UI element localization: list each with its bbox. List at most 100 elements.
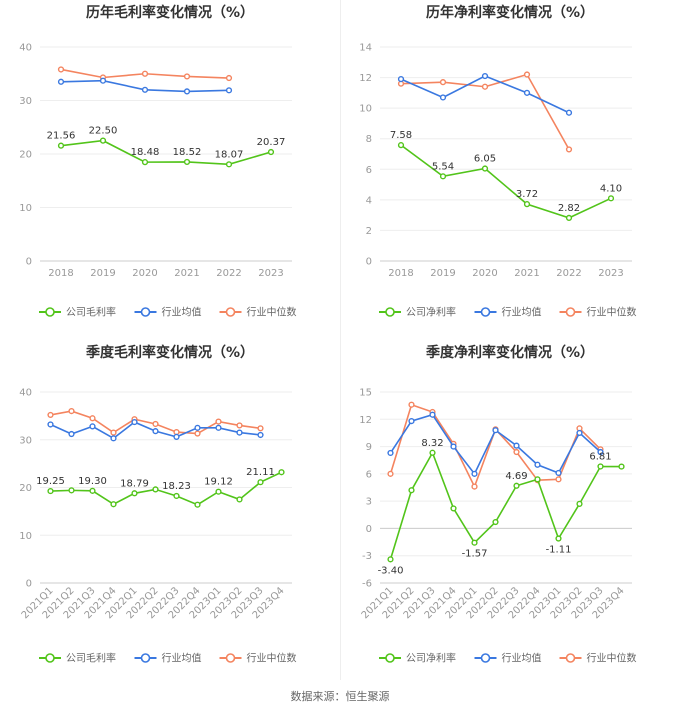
- data-point-company[interactable]: [450, 505, 457, 512]
- data-point-industry_avg[interactable]: [429, 411, 436, 418]
- data-point-industry_median[interactable]: [47, 411, 54, 419]
- data-point-industry_avg[interactable]: [408, 418, 415, 425]
- legend-item-company[interactable]: 公司净利率: [379, 652, 456, 665]
- data-point-industry_median[interactable]: [236, 422, 243, 429]
- data-point-industry_median[interactable]: [152, 420, 159, 428]
- data-point-industry_avg[interactable]: [89, 423, 96, 430]
- data-point-industry_avg[interactable]: [513, 442, 520, 449]
- data-point-company[interactable]: [576, 500, 583, 507]
- data-point-industry_avg[interactable]: [131, 418, 138, 426]
- legend-item-industry_median[interactable]: 行业中位数: [219, 652, 297, 665]
- legend-item-industry_avg[interactable]: 行业均值: [474, 306, 542, 319]
- data-point-company[interactable]: [152, 486, 159, 493]
- data-point-company[interactable]: [513, 482, 520, 489]
- data-point-industry_avg[interactable]: [597, 448, 604, 456]
- data-point-industry_median[interactable]: [257, 425, 264, 432]
- data-point-company[interactable]: [68, 487, 75, 494]
- data-point-company[interactable]: [141, 159, 149, 166]
- data-point-industry_median[interactable]: [215, 418, 222, 425]
- data-point-industry_avg[interactable]: [257, 431, 264, 439]
- data-point-company[interactable]: [278, 469, 285, 476]
- data-point-industry_avg[interactable]: [225, 87, 233, 94]
- data-point-industry_avg[interactable]: [439, 94, 447, 101]
- data-point-industry_median[interactable]: [68, 407, 75, 415]
- data-point-industry_avg[interactable]: [471, 470, 478, 477]
- data-point-company[interactable]: [408, 487, 415, 494]
- data-point-industry_avg[interactable]: [57, 78, 65, 85]
- data-point-industry_median[interactable]: [565, 146, 573, 153]
- data-point-industry_avg[interactable]: [173, 433, 180, 440]
- data-point-industry_avg[interactable]: [523, 89, 531, 96]
- data-point-company[interactable]: [173, 492, 180, 500]
- data-point-industry_avg[interactable]: [194, 424, 201, 431]
- data-point-company[interactable]: [99, 137, 107, 144]
- data-point-industry_avg[interactable]: [236, 429, 243, 436]
- data-point-industry_median[interactable]: [481, 83, 489, 90]
- data-point-company[interactable]: [131, 490, 138, 497]
- data-point-industry_avg[interactable]: [565, 109, 573, 116]
- legend-item-industry_avg[interactable]: 行业均值: [134, 652, 202, 665]
- legend-item-company[interactable]: 公司毛利率: [39, 652, 116, 665]
- data-point-industry_avg[interactable]: [68, 430, 75, 438]
- data-point-company[interactable]: [607, 195, 615, 202]
- data-point-company[interactable]: [57, 142, 65, 149]
- data-point-company[interactable]: [618, 463, 625, 470]
- data-point-industry_avg[interactable]: [450, 443, 457, 450]
- data-point-company[interactable]: [534, 476, 541, 483]
- data-point-company[interactable]: [481, 165, 489, 172]
- data-point-industry_median[interactable]: [408, 401, 415, 408]
- data-point-industry_avg[interactable]: [110, 435, 117, 442]
- data-point-industry_avg[interactable]: [481, 72, 489, 80]
- data-point-company[interactable]: [194, 501, 201, 508]
- data-point-company[interactable]: [257, 479, 264, 486]
- legend-item-company[interactable]: 公司净利率: [379, 306, 456, 319]
- data-point-industry_median[interactable]: [194, 430, 201, 437]
- data-point-company[interactable]: [387, 556, 394, 563]
- data-point-industry_median[interactable]: [471, 483, 478, 490]
- data-point-company[interactable]: [429, 449, 436, 456]
- legend-item-company[interactable]: 公司毛利率: [39, 306, 116, 319]
- data-point-industry_avg[interactable]: [576, 429, 583, 437]
- data-point-industry_avg[interactable]: [152, 428, 159, 435]
- data-point-company[interactable]: [492, 518, 499, 526]
- data-point-company[interactable]: [183, 158, 191, 166]
- data-point-industry_median[interactable]: [523, 71, 531, 78]
- data-point-company[interactable]: [397, 142, 405, 149]
- data-point-industry_median[interactable]: [141, 70, 149, 77]
- data-point-company[interactable]: [47, 487, 54, 495]
- data-point-industry_avg[interactable]: [492, 427, 499, 434]
- data-point-industry_avg[interactable]: [387, 449, 394, 457]
- data-point-company[interactable]: [267, 148, 275, 156]
- data-point-industry_median[interactable]: [225, 74, 233, 82]
- legend-item-industry_median[interactable]: 行业中位数: [219, 306, 297, 319]
- data-point-industry_avg[interactable]: [183, 88, 191, 95]
- data-point-industry_avg[interactable]: [141, 86, 149, 93]
- data-point-industry_avg[interactable]: [47, 421, 54, 428]
- legend-item-industry_median[interactable]: 行业中位数: [559, 306, 637, 319]
- data-point-industry_median[interactable]: [57, 66, 65, 73]
- data-point-industry_median[interactable]: [183, 73, 191, 80]
- data-point-company[interactable]: [236, 496, 243, 503]
- data-point-industry_median[interactable]: [387, 470, 394, 477]
- data-point-company[interactable]: [471, 539, 478, 546]
- data-point-industry_median[interactable]: [110, 429, 117, 436]
- data-point-industry_median[interactable]: [555, 476, 562, 483]
- data-point-industry_avg[interactable]: [555, 469, 562, 477]
- data-point-company[interactable]: [225, 161, 233, 168]
- data-point-industry_median[interactable]: [439, 79, 447, 86]
- data-point-industry_median[interactable]: [513, 448, 520, 456]
- data-point-company[interactable]: [110, 501, 117, 508]
- data-point-company[interactable]: [89, 487, 96, 494]
- legend-item-industry_median[interactable]: 行业中位数: [559, 652, 637, 665]
- data-point-industry_avg[interactable]: [99, 77, 107, 84]
- data-point-industry_avg[interactable]: [215, 424, 222, 431]
- data-point-company[interactable]: [597, 463, 604, 470]
- data-point-company[interactable]: [215, 488, 222, 495]
- legend-item-industry_avg[interactable]: 行业均值: [474, 652, 542, 665]
- data-point-industry_avg[interactable]: [397, 75, 405, 83]
- data-point-company[interactable]: [439, 173, 447, 180]
- legend-item-industry_avg[interactable]: 行业均值: [134, 306, 202, 319]
- data-point-industry_avg[interactable]: [534, 461, 541, 468]
- data-point-company[interactable]: [555, 535, 562, 542]
- data-point-industry_median[interactable]: [89, 415, 96, 422]
